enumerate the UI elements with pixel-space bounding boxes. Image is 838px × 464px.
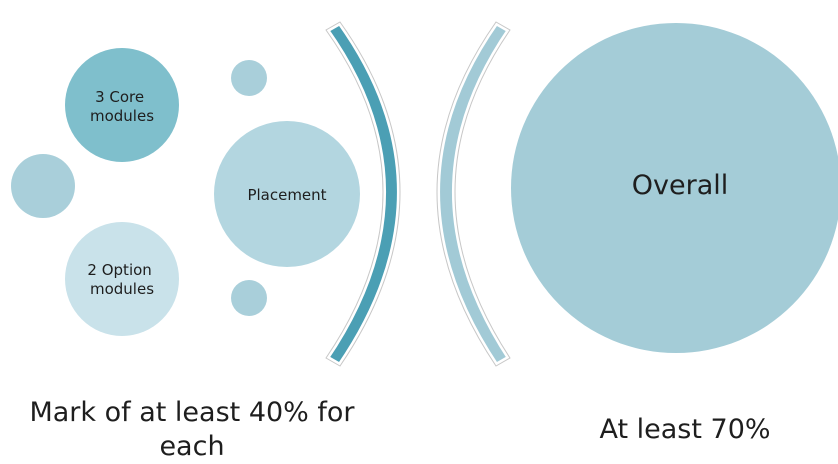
placement-label: Placement — [247, 186, 326, 204]
option-modules-circle — [65, 222, 179, 336]
placement-circle — [214, 121, 360, 267]
option-modules-label: 2 Option modules — [87, 261, 156, 298]
right-bracket-shape — [434, 19, 513, 369]
small-circle-top — [231, 60, 267, 96]
small-circle-bottom — [231, 280, 267, 316]
left-bracket-outline — [325, 21, 401, 367]
overall-label: Overall — [632, 170, 729, 201]
overall-circle — [511, 23, 838, 353]
right-bracket-outline — [436, 21, 511, 367]
core-modules-circle — [65, 48, 179, 162]
left-caption: Mark of at least 40% for each — [29, 397, 355, 462]
small-circle-left — [11, 154, 75, 218]
right-caption: At least 70% — [599, 414, 771, 445]
core-modules-label: 3 Core modules — [90, 88, 154, 125]
